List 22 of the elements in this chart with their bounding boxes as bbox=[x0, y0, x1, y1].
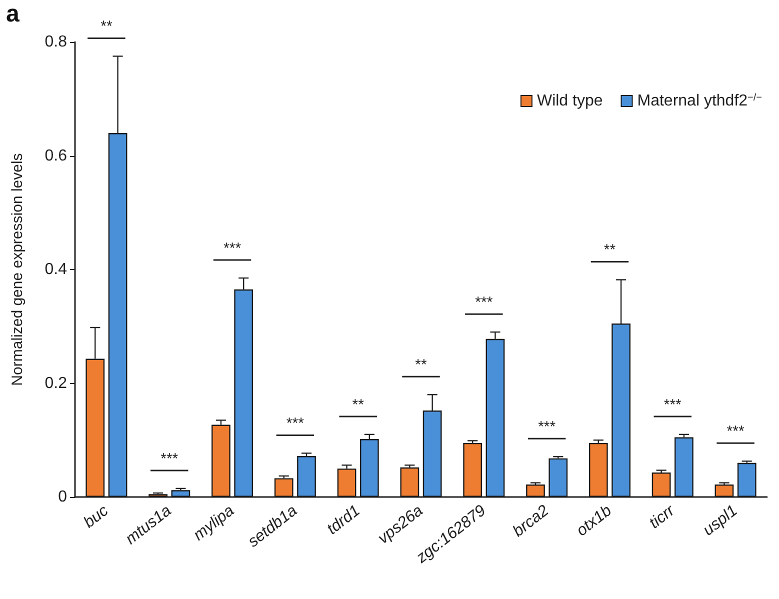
y-tick-label: 0.2 bbox=[44, 374, 68, 392]
annotation: *** bbox=[286, 415, 304, 432]
annotation: ** bbox=[604, 242, 616, 259]
annotation: *** bbox=[726, 423, 744, 440]
annotation: *** bbox=[664, 396, 682, 414]
annotation: *** bbox=[538, 418, 556, 436]
y-tick-label: 0 bbox=[58, 488, 68, 506]
text: a bbox=[6, 0, 20, 28]
legend-label: Wild type bbox=[536, 92, 603, 110]
y-tick-label: 0.4 bbox=[44, 261, 68, 278]
legend-label: Maternal ythdf2−/− bbox=[637, 92, 762, 110]
annotation: *** bbox=[224, 240, 242, 258]
annotation: *** bbox=[475, 294, 493, 312]
annotation: ** bbox=[415, 356, 427, 374]
annotation: ** bbox=[352, 396, 364, 414]
annotation: *** bbox=[160, 450, 178, 468]
y-axis-title: Normalized gene expression levels bbox=[9, 153, 26, 386]
x-tick-label: buc bbox=[80, 502, 112, 532]
y-tick-label: 0.6 bbox=[44, 147, 68, 164]
x-tick-label: ticrr bbox=[646, 502, 678, 532]
y-tick-label: 0.8 bbox=[44, 34, 68, 50]
text: ** bbox=[100, 18, 112, 36]
